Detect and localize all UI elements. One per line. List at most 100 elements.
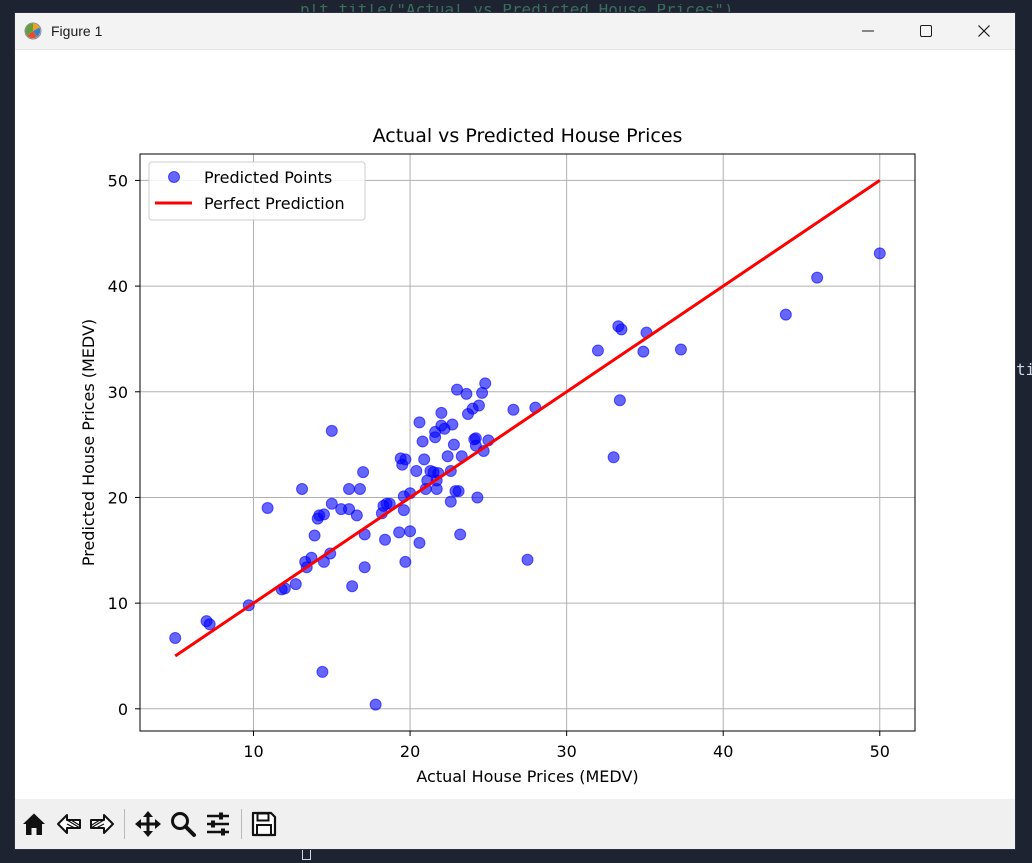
scatter-point	[454, 528, 467, 541]
scatter-point	[316, 665, 329, 678]
scatter-point	[410, 465, 423, 478]
figure-canvas[interactable]: 10 20 30 40 50 0 10 20 30 40 50 Actual vs Predicted…	[15, 50, 1015, 799]
pan-button[interactable]	[131, 807, 165, 841]
scatter-point	[399, 555, 412, 568]
scatter-point	[308, 529, 321, 542]
scatter-point	[346, 580, 359, 593]
home-icon	[23, 813, 45, 835]
y-axis-label: Predicted House Prices (MEDV)	[79, 319, 98, 566]
toolbar-separator	[241, 809, 242, 839]
scatter-point	[779, 308, 792, 321]
zoom-button[interactable]	[166, 807, 200, 841]
scatter-point	[447, 438, 460, 451]
scatter-point	[393, 526, 406, 539]
maximize-icon	[920, 25, 932, 37]
title-bar[interactable]: Figure 1	[15, 13, 1015, 50]
legend-label: Perfect Prediction	[204, 194, 345, 213]
home-button[interactable]	[17, 807, 51, 841]
scatter-point	[521, 553, 534, 566]
scatter-point	[353, 482, 366, 495]
scatter-point	[399, 453, 412, 466]
save-button[interactable]	[247, 807, 281, 841]
x-tick-label: 20	[400, 742, 420, 761]
x-tick-label: 30	[556, 742, 576, 761]
x-axis-label: Actual House Prices (MEDV)	[416, 767, 638, 786]
scatter-point	[441, 450, 454, 463]
scatter-point	[452, 485, 465, 498]
scatter-point	[637, 345, 650, 358]
scatter-point	[615, 323, 628, 336]
scatter-point	[379, 533, 392, 546]
scatter-point	[289, 578, 302, 591]
scatter-point	[507, 403, 520, 416]
y-tick-label: 40	[108, 277, 128, 296]
scatter-point	[811, 271, 824, 284]
y-tick-label: 20	[108, 488, 128, 507]
scatter-point	[471, 491, 484, 504]
scatter-point	[674, 343, 687, 356]
axes-frame	[139, 153, 916, 732]
close-icon	[978, 25, 990, 37]
minimize-icon	[862, 30, 874, 32]
configure-subplots-icon	[207, 812, 229, 836]
scatter-point	[404, 525, 417, 538]
scatter-point	[261, 502, 274, 515]
y-tick-label: 30	[108, 383, 128, 402]
scatter-point	[169, 632, 182, 645]
background-code-fragment: ti	[1016, 360, 1032, 379]
x-tick-label: 40	[713, 742, 733, 761]
scatter-point	[591, 344, 604, 357]
scatter-point	[413, 416, 426, 429]
scatter-point	[325, 424, 338, 437]
scatter-point	[343, 503, 356, 516]
matplotlib-logo-icon	[24, 22, 42, 40]
scatter-point	[446, 418, 459, 431]
scatter-point	[317, 508, 330, 521]
scatter-point	[325, 497, 338, 510]
scatter-point	[296, 482, 309, 495]
scatter-point	[413, 536, 426, 549]
scatter-point	[397, 504, 410, 517]
scatter-point	[416, 435, 429, 448]
chart-title: Actual vs Predicted House Prices	[373, 125, 683, 147]
scatter-point	[460, 387, 473, 400]
scatter-point	[607, 451, 620, 464]
scatter-point	[472, 399, 485, 412]
scatter-point	[418, 453, 431, 466]
x-tick-label: 10	[243, 742, 263, 761]
scatter-point	[343, 482, 356, 495]
scatter-point	[444, 495, 457, 508]
figure-window: Figure 1 10 20 30 40 50 0 10 20 30 40 50 Actual vs …	[15, 13, 1015, 849]
pan-icon	[135, 811, 161, 837]
scatter-point	[369, 698, 382, 711]
x-tick-label: 50	[870, 742, 890, 761]
perfect-prediction-line	[174, 179, 881, 658]
scatter-point	[430, 482, 443, 495]
maximize-button[interactable]	[897, 13, 955, 49]
navigation-toolbar	[15, 799, 1015, 849]
legend-marker	[168, 171, 180, 183]
window-title: Figure 1	[51, 23, 103, 39]
scatter-point	[479, 377, 492, 390]
scatter-point	[435, 406, 448, 419]
y-tick-label: 50	[108, 171, 128, 190]
y-tick-label: 0	[118, 700, 128, 719]
save-icon	[251, 811, 277, 837]
minimize-button[interactable]	[839, 13, 897, 49]
scatter-point	[357, 466, 370, 479]
scatter-point	[873, 247, 886, 260]
toolbar-separator	[124, 809, 125, 839]
zoom-icon	[171, 812, 196, 837]
scatter-point	[613, 394, 626, 407]
y-tick-label: 10	[108, 594, 128, 613]
scatter-point	[358, 561, 371, 574]
scatter-chart: 10 20 30 40 50 0 10 20 30 40 50 Actual vs Predicted…	[79, 125, 916, 786]
back-button[interactable]	[52, 807, 86, 841]
back-arrow-icon	[57, 814, 81, 834]
legend-box	[148, 161, 366, 221]
close-button[interactable]	[955, 13, 1013, 49]
configure-subplots-button[interactable]	[201, 807, 235, 841]
scatter-point	[203, 618, 216, 631]
forward-button[interactable]	[85, 807, 119, 841]
scatter-point	[383, 497, 396, 510]
